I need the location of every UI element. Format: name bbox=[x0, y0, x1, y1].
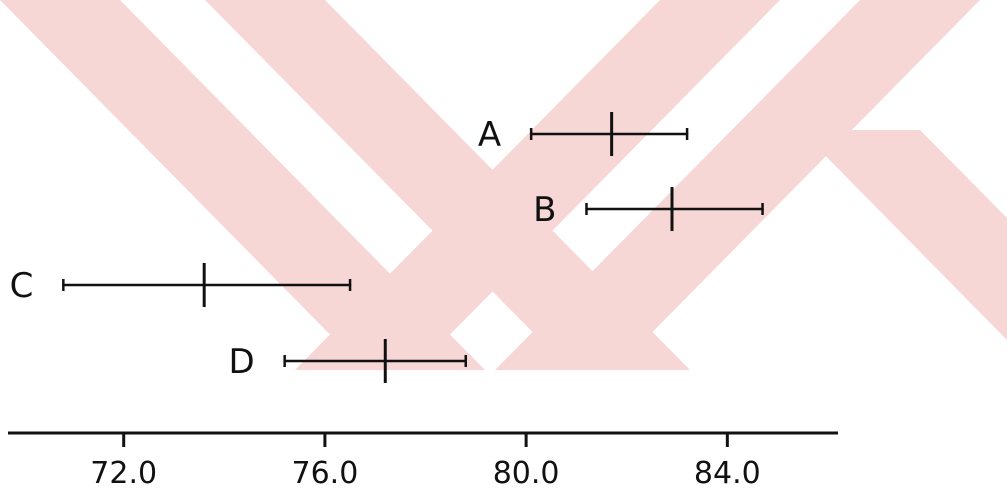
interval-row-d: D bbox=[228, 339, 468, 383]
x-tick-label: 76.0 bbox=[292, 456, 359, 491]
interval-row-b: B bbox=[533, 187, 764, 231]
interval-row-a: A bbox=[478, 112, 689, 156]
x-tick-label: 72.0 bbox=[90, 456, 157, 491]
watermark-band-4 bbox=[495, 0, 980, 370]
interval-label: B bbox=[533, 190, 556, 230]
interval-label: A bbox=[478, 115, 501, 155]
x-tick-label: 84.0 bbox=[694, 456, 761, 491]
x-axis-ticks: 72.0 76.0 80.0 84.0 bbox=[90, 433, 761, 491]
interval-row-c: C bbox=[10, 263, 352, 307]
watermark-band-2 bbox=[205, 0, 690, 370]
interval-label: D bbox=[228, 342, 254, 382]
x-axis: 72.0 76.0 80.0 84.0 bbox=[8, 431, 838, 491]
x-tick-label: 80.0 bbox=[493, 456, 560, 491]
interval-bars: AB C D bbox=[10, 112, 764, 383]
watermark-band-5 bbox=[800, 130, 1007, 340]
watermark-band-1 bbox=[0, 0, 485, 370]
watermark-pattern bbox=[0, 0, 1007, 370]
interval-label: C bbox=[10, 266, 34, 306]
watermark-band-3 bbox=[295, 0, 780, 370]
